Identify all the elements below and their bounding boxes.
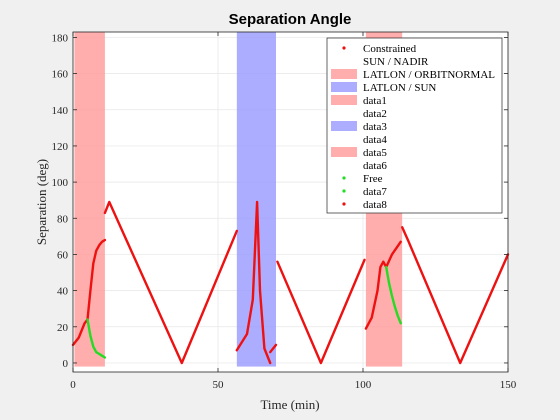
y-tick-label: 80 bbox=[57, 213, 69, 225]
chart-title: Separation Angle bbox=[229, 11, 352, 28]
legend-entry-label: SUN / NADIR bbox=[363, 56, 429, 68]
shaded-region bbox=[236, 32, 276, 367]
series-line bbox=[364, 240, 402, 330]
legend-entry-label: data1 bbox=[363, 95, 387, 107]
x-tick-label: 150 bbox=[500, 379, 517, 391]
y-tick-label: 0 bbox=[63, 358, 69, 370]
legend-swatch bbox=[331, 121, 357, 131]
axis-ticks: 0 50 100 150 0 20 40 60 80 100 120 140 160 180 bbox=[52, 32, 517, 391]
y-tick-label: 100 bbox=[52, 177, 69, 189]
series-line bbox=[103, 200, 239, 365]
legend-entry-label: Free bbox=[363, 173, 383, 185]
y-tick-label: 40 bbox=[57, 286, 69, 298]
series-line bbox=[276, 258, 366, 365]
series-lines bbox=[71, 200, 510, 365]
plot-frame bbox=[72, 31, 509, 373]
x-tick-label: 0 bbox=[70, 379, 76, 391]
y-tick-label: 140 bbox=[52, 105, 69, 117]
legend-marker bbox=[342, 202, 346, 206]
legend-marker bbox=[342, 176, 346, 180]
legend-swatch bbox=[331, 147, 357, 157]
series-line bbox=[401, 226, 510, 365]
series-line bbox=[71, 238, 107, 347]
series-line bbox=[235, 200, 272, 365]
y-tick-label: 160 bbox=[52, 69, 69, 81]
x-tick-label: 50 bbox=[213, 379, 225, 391]
legend-entry-label: LATLON / SUN bbox=[363, 82, 436, 94]
legend-swatch bbox=[331, 82, 357, 92]
legend-marker bbox=[342, 189, 346, 193]
x-tick-label: 100 bbox=[355, 379, 372, 391]
series-line bbox=[269, 343, 278, 354]
legend-entry-label: data8 bbox=[363, 199, 387, 211]
y-tick-label: 180 bbox=[52, 32, 69, 44]
legend-entry-label: LATLON / ORBITNORMAL bbox=[363, 69, 495, 81]
legend-swatch bbox=[331, 95, 357, 105]
legend-entry-label: data6 bbox=[363, 160, 387, 172]
legend-swatch bbox=[331, 69, 357, 79]
y-tick-label: 20 bbox=[57, 322, 69, 334]
shaded-region bbox=[74, 32, 105, 367]
legend-entry-label: data2 bbox=[363, 108, 387, 120]
legend-entry-label: data7 bbox=[363, 186, 387, 198]
series-line bbox=[385, 265, 402, 325]
y-tick-label: 60 bbox=[57, 249, 69, 261]
x-axis-label: Time (min) bbox=[260, 397, 319, 412]
y-tick-label: 120 bbox=[52, 141, 69, 153]
legend-entry-label: Constrained bbox=[363, 43, 417, 55]
legend-entry-label: data4 bbox=[363, 134, 387, 146]
y-axis-label: Separation (deg) bbox=[34, 159, 49, 245]
series-line bbox=[86, 318, 107, 359]
legend-marker bbox=[342, 46, 346, 50]
legend-entry-label: data5 bbox=[363, 147, 387, 159]
legend-entry-label: data3 bbox=[363, 121, 387, 133]
